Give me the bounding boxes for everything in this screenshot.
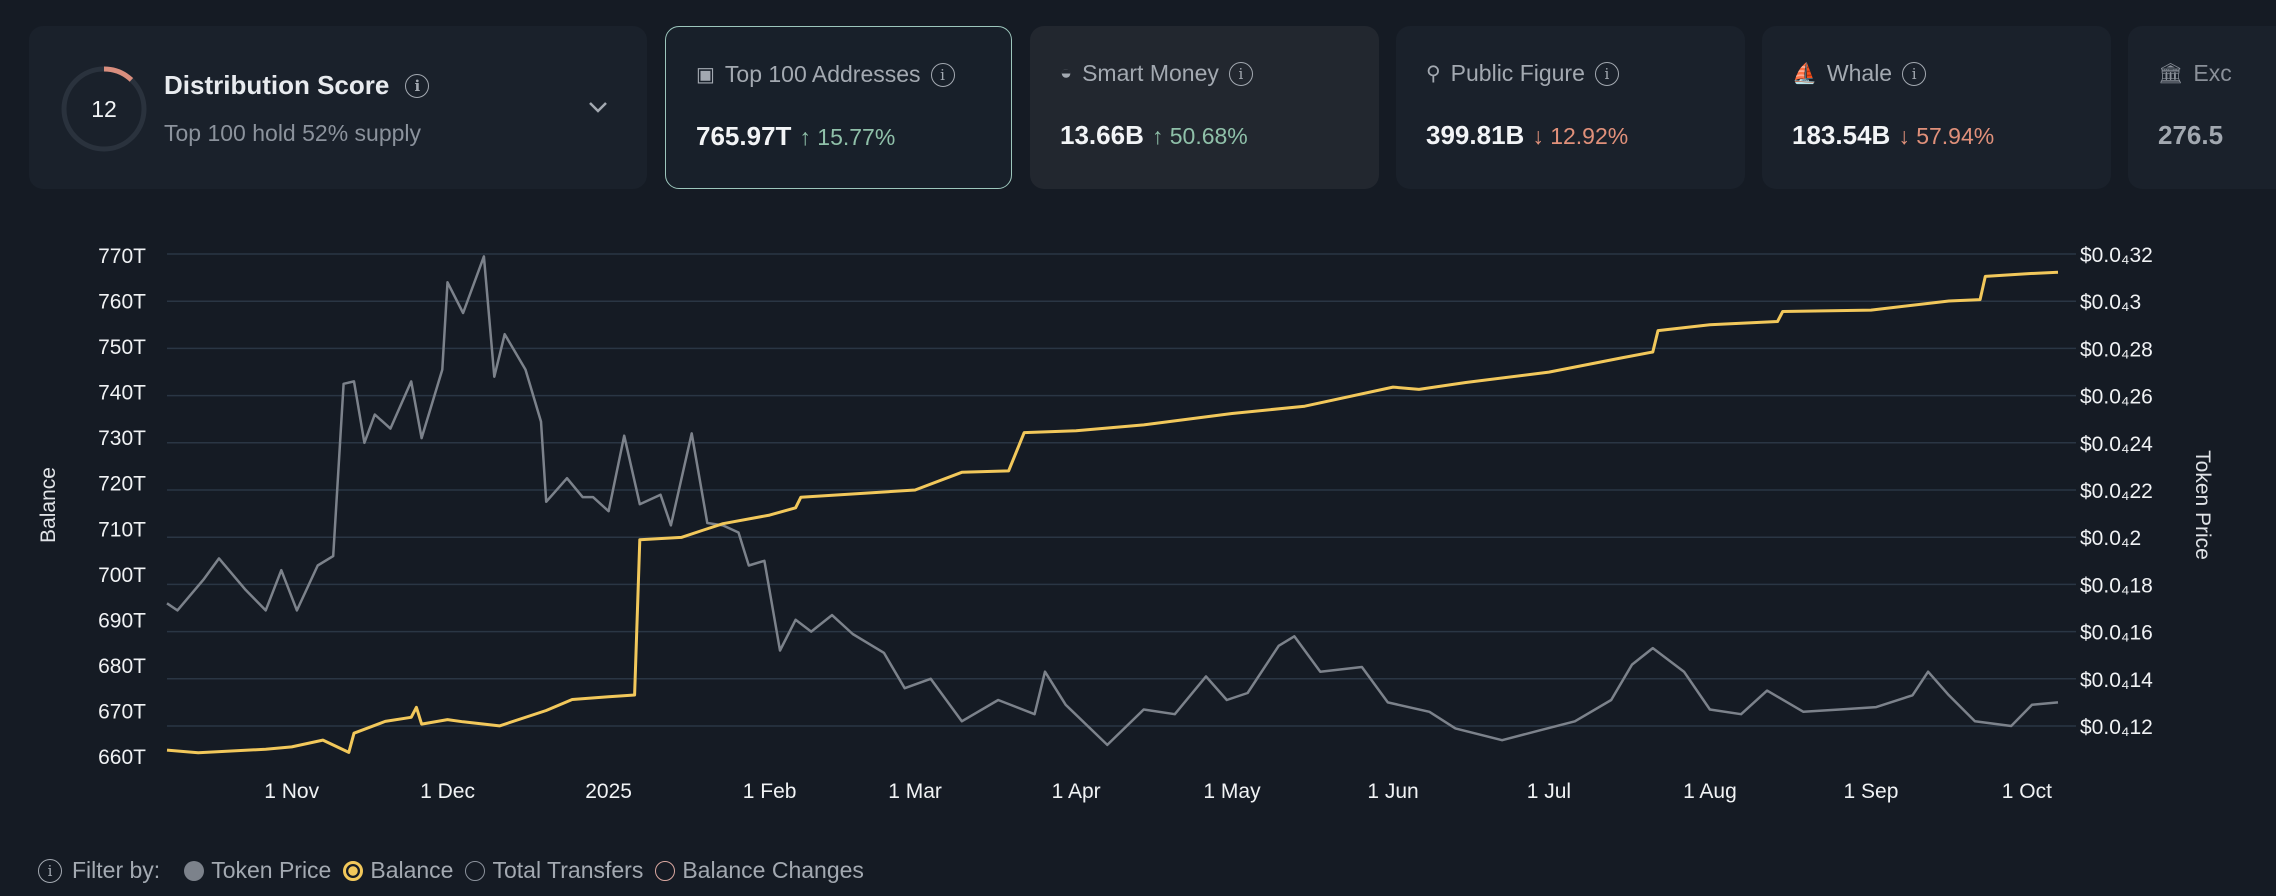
x-tick-label: 2025 — [585, 780, 632, 803]
x-tick-label: 1 May — [1203, 780, 1261, 803]
left-axis-label: Balance — [37, 467, 60, 543]
left-tick-label: 710T — [98, 518, 146, 541]
sunglasses-icon: ◒ — [1060, 62, 1073, 84]
score-value: 12 — [91, 96, 117, 122]
left-tick-label: 730T — [98, 427, 146, 450]
filter-option-label: Token Price — [211, 857, 332, 883]
filter-option-balance-changes[interactable]: Balance Changes — [655, 857, 864, 884]
x-tick-label: 1 Feb — [743, 780, 797, 803]
info-icon[interactable]: i — [1228, 61, 1253, 86]
change-value: 57.94% — [1916, 123, 1995, 149]
info-icon[interactable]: i — [1594, 61, 1619, 86]
left-tick-label: 700T — [98, 564, 146, 587]
bank-icon: 🏛 — [2158, 63, 2184, 85]
x-tick-label: 1 Mar — [888, 780, 942, 803]
left-tick-label: 760T — [98, 291, 146, 314]
filter-bar: i Filter by: Token Price Balance Total Tra… — [38, 857, 876, 884]
chevron-down-icon[interactable] — [587, 100, 609, 114]
card-label: Top 100 Addresses — [724, 61, 921, 87]
x-tick-label: 1 Jul — [1527, 780, 1571, 803]
change-up: ↑ 50.68% — [1151, 123, 1248, 149]
change-down: ↓ 12.92% — [1532, 123, 1629, 149]
distribution-score-card[interactable]: 12 Distribution Score i Top 100 hold 52%… — [29, 26, 647, 189]
score-ring: 12 — [61, 66, 147, 152]
radio-icon — [465, 860, 486, 881]
right-tick-label: $0.0₄24 — [2080, 433, 2153, 456]
card-smart-money[interactable]: ◒ Smart Money i 13.66B ↑ 50.68% — [1030, 26, 1379, 189]
info-icon[interactable]: i — [38, 858, 62, 883]
card-whale[interactable]: ⛵ Whale i 183.54B ↓ 57.94% — [1762, 26, 2111, 189]
info-icon[interactable]: i — [405, 73, 430, 98]
balance-price-chart: 770T 760T 750T 740T 730T 720T 710T 700T 690T 680T… — [37, 244, 2214, 803]
card-label: Smart Money — [1082, 60, 1219, 86]
filter-option-token-price[interactable]: Token Price — [184, 857, 331, 884]
filter-label: Filter by: — [72, 857, 161, 883]
filter-option-total-transfers[interactable]: Total Transfers — [465, 857, 643, 884]
right-tick-label: $0.0₄14 — [2080, 669, 2153, 692]
change-value: 15.77% — [817, 124, 896, 150]
card-exchange[interactable]: 🏛 Exc 276.5 — [2128, 26, 2276, 189]
change-value: 50.68% — [1169, 123, 1248, 149]
wallet-icon: ▣ — [696, 64, 715, 86]
x-tick-label: 1 Sep — [1844, 780, 1899, 803]
filter-option-label: Balance — [370, 857, 454, 883]
series-line-token-price — [166, 255, 2059, 747]
left-tick-label: 750T — [98, 336, 146, 359]
card-label: Exc — [2193, 60, 2232, 86]
card-value: 13.66B — [1060, 120, 1144, 150]
right-tick-label: $0.0₄28 — [2080, 338, 2153, 361]
left-tick-label: 720T — [98, 473, 146, 496]
left-tick-label: 770T — [98, 245, 146, 268]
right-tick-label: $0.0₄16 — [2080, 622, 2153, 645]
info-icon[interactable]: i — [1902, 61, 1927, 86]
right-axis-label: Token Price — [2191, 450, 2214, 560]
x-tick-label: 1 Oct — [2002, 780, 2052, 803]
x-tick-label: 1 Dec — [420, 780, 475, 803]
filter-option-balance[interactable]: Balance — [343, 857, 453, 884]
info-icon[interactable]: i — [930, 62, 955, 87]
filter-option-label: Balance Changes — [682, 857, 864, 883]
left-tick-label: 670T — [98, 700, 146, 723]
person-icon: ⚲ — [1426, 63, 1441, 85]
filter-option-label: Total Transfers — [492, 857, 644, 883]
left-tick-label: 660T — [98, 746, 146, 769]
right-tick-label: $0.0₄12 — [2080, 716, 2153, 739]
whale-icon: ⛵ — [1792, 63, 1817, 85]
x-tick-label: 1 Aug — [1683, 780, 1737, 803]
card-value: 183.54B — [1792, 120, 1891, 150]
x-tick-label: 1 Apr — [1052, 780, 1101, 803]
change-value: 12.92% — [1550, 123, 1629, 149]
right-tick-label: $0.0₄32 — [2080, 244, 2153, 267]
series-line-balance — [166, 270, 2059, 755]
right-tick-label: $0.0₄26 — [2080, 386, 2153, 409]
left-tick-label: 740T — [98, 382, 146, 405]
right-tick-label: $0.0₄18 — [2080, 574, 2153, 597]
card-value: 399.81B — [1426, 120, 1525, 150]
radio-icon — [655, 860, 676, 881]
right-tick-label: $0.0₄2 — [2080, 527, 2141, 550]
change-down: ↓ 57.94% — [1898, 123, 1995, 149]
card-value: 765.97T — [696, 121, 792, 151]
x-tick-label: 1 Nov — [264, 780, 319, 803]
score-title-text: Distribution Score — [164, 70, 390, 100]
x-tick-label: 1 Jun — [1367, 780, 1418, 803]
card-label: Public Figure — [1450, 60, 1585, 86]
card-top-100-addresses[interactable]: ▣ Top 100 Addresses i 765.97T ↑ 15.77% — [665, 26, 1012, 189]
right-tick-label: $0.0₄3 — [2080, 291, 2141, 314]
right-tick-label: $0.0₄22 — [2080, 480, 2153, 503]
change-up: ↑ 15.77% — [799, 124, 896, 150]
card-label: Whale — [1826, 60, 1893, 86]
left-tick-label: 680T — [98, 655, 146, 678]
score-subtitle: Top 100 hold 52% supply — [164, 120, 422, 146]
score-title: Distribution Score i — [164, 70, 430, 101]
card-value: 276.5 — [2158, 120, 2224, 150]
radio-icon — [184, 860, 205, 881]
card-public-figure[interactable]: ⚲ Public Figure i 399.81B ↓ 12.92% — [1396, 26, 1745, 189]
left-tick-label: 690T — [98, 609, 146, 632]
radio-icon — [343, 860, 364, 881]
